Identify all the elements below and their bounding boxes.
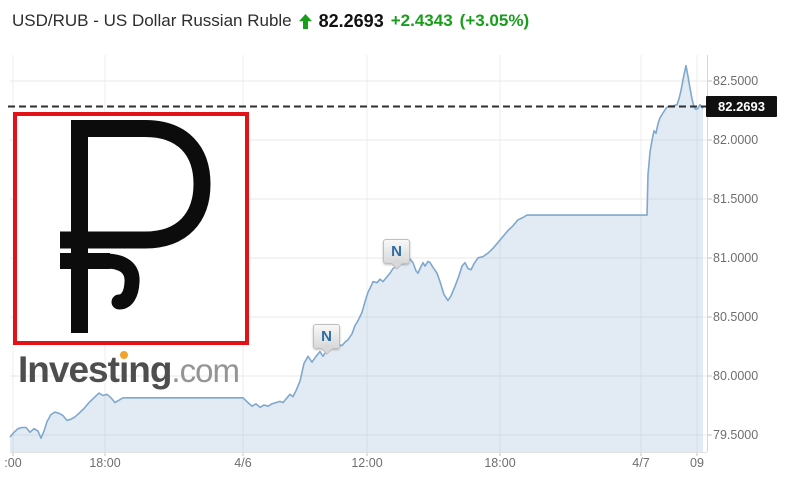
logo-text: Investı ng bbox=[18, 349, 172, 390]
x-axis-label: :00 bbox=[4, 456, 22, 470]
x-axis-label: 12:00 bbox=[351, 456, 383, 470]
logo-orange-dot-icon bbox=[119, 351, 128, 359]
y-axis-label: 79.5000 bbox=[713, 428, 759, 442]
x-axis-label: 18:00 bbox=[89, 456, 121, 470]
up-arrow-icon bbox=[298, 13, 312, 29]
x-axis-label: 09 bbox=[690, 456, 704, 470]
y-axis-label: 81.5000 bbox=[713, 192, 759, 206]
logo-suffix: .com bbox=[171, 352, 240, 389]
price-change: +2.4343 bbox=[390, 11, 453, 30]
price-change-percent: (+3.05%) bbox=[459, 11, 530, 30]
y-axis-label: 82.0000 bbox=[713, 133, 759, 147]
news-marker[interactable]: N bbox=[313, 324, 340, 355]
y-axis-border bbox=[707, 55, 708, 452]
x-axis-label: 18:00 bbox=[484, 456, 516, 470]
price-axis-badge: 82.2693 bbox=[706, 96, 777, 117]
x-axis-label: 4/6 bbox=[234, 456, 252, 470]
pair-title: USD/RUB - US Dollar Russian Ruble bbox=[12, 11, 292, 30]
last-price: 82.2693 bbox=[318, 10, 384, 31]
y-axis-label: 80.5000 bbox=[713, 310, 759, 324]
ruble-logo-box bbox=[13, 112, 249, 345]
y-axis-label: 80.0000 bbox=[713, 369, 759, 383]
y-axis-label: 81.0000 bbox=[713, 251, 759, 265]
x-axis-label: 4/7 bbox=[632, 456, 650, 470]
ruble-symbol-icon bbox=[60, 120, 211, 333]
investing-logo: Investı ng.com bbox=[18, 349, 240, 391]
x-axis-border bbox=[10, 452, 707, 453]
news-marker-label: N bbox=[391, 243, 402, 260]
y-axis-label: 82.5000 bbox=[713, 74, 759, 88]
header: USD/RUB - US Dollar Russian Ruble 82.269… bbox=[12, 9, 529, 33]
news-marker[interactable]: N bbox=[383, 239, 410, 270]
news-marker-label: N bbox=[321, 328, 332, 345]
